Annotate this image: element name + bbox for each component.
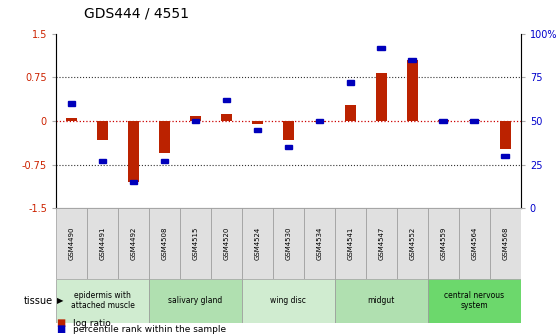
Bar (459, 208, 490, 279)
Text: log ratio: log ratio (73, 319, 110, 328)
Text: GSM4568: GSM4568 (502, 227, 508, 260)
Text: GSM4490: GSM4490 (68, 227, 74, 260)
Bar (149, 279, 242, 323)
Text: ■: ■ (56, 318, 66, 328)
Bar (252, 121, 263, 124)
Bar (190, 116, 201, 121)
Bar (99, 159, 106, 163)
Bar (469, 120, 480, 121)
Bar (397, 208, 428, 279)
Bar (66, 118, 77, 121)
Bar (254, 128, 262, 132)
Bar (490, 208, 521, 279)
Bar (56, 279, 149, 323)
Bar (180, 208, 211, 279)
Bar (128, 121, 139, 182)
Bar (407, 60, 418, 121)
Bar (470, 119, 478, 123)
Text: percentile rank within the sample: percentile rank within the sample (73, 325, 226, 334)
Text: tissue: tissue (24, 296, 53, 306)
Text: GSM4541: GSM4541 (347, 227, 353, 260)
Text: GDS444 / 4551: GDS444 / 4551 (84, 6, 189, 20)
Bar (500, 121, 511, 149)
Text: epidermis with
attached muscle: epidermis with attached muscle (71, 291, 134, 310)
Bar (87, 208, 118, 279)
Bar (377, 46, 385, 50)
Text: GSM4508: GSM4508 (161, 227, 167, 260)
Bar (366, 208, 397, 279)
Bar (273, 208, 304, 279)
Bar (440, 119, 447, 123)
Bar (408, 58, 416, 62)
Bar (149, 208, 180, 279)
Bar (438, 120, 449, 121)
Bar (345, 105, 356, 121)
Text: GSM4524: GSM4524 (254, 227, 260, 260)
Bar (159, 121, 170, 153)
Bar (118, 208, 149, 279)
Bar (222, 98, 230, 102)
Bar (284, 145, 292, 149)
Text: GSM4559: GSM4559 (440, 227, 446, 260)
Bar (428, 279, 521, 323)
Bar (428, 208, 459, 279)
Bar (242, 208, 273, 279)
Text: GSM4491: GSM4491 (100, 227, 105, 260)
Bar (315, 119, 323, 123)
Text: GSM4530: GSM4530 (286, 227, 291, 260)
Text: midgut: midgut (368, 296, 395, 305)
Text: GSM4520: GSM4520 (223, 227, 230, 260)
Text: wing disc: wing disc (270, 296, 306, 305)
Text: GSM4492: GSM4492 (130, 227, 137, 260)
Bar (335, 208, 366, 279)
Text: GSM4552: GSM4552 (409, 227, 416, 260)
Bar (283, 121, 294, 139)
Bar (501, 154, 509, 158)
Bar (97, 121, 108, 139)
Text: ■: ■ (56, 324, 66, 334)
Text: central nervous
system: central nervous system (444, 291, 505, 310)
Text: GSM4534: GSM4534 (316, 227, 323, 260)
Text: GSM4564: GSM4564 (472, 227, 477, 260)
Bar (211, 208, 242, 279)
Bar (335, 279, 428, 323)
Text: GSM4515: GSM4515 (193, 227, 198, 260)
Bar (221, 114, 232, 121)
Bar (304, 208, 335, 279)
Text: salivary gland: salivary gland (169, 296, 222, 305)
Text: GSM4547: GSM4547 (379, 227, 384, 260)
Bar (129, 180, 137, 184)
Bar (347, 81, 354, 85)
Bar (314, 121, 325, 122)
Bar (192, 119, 199, 123)
Bar (56, 208, 87, 279)
Text: ▶: ▶ (57, 296, 64, 305)
Bar (161, 159, 169, 163)
Bar (242, 279, 335, 323)
Bar (68, 101, 76, 106)
Bar (376, 73, 387, 121)
